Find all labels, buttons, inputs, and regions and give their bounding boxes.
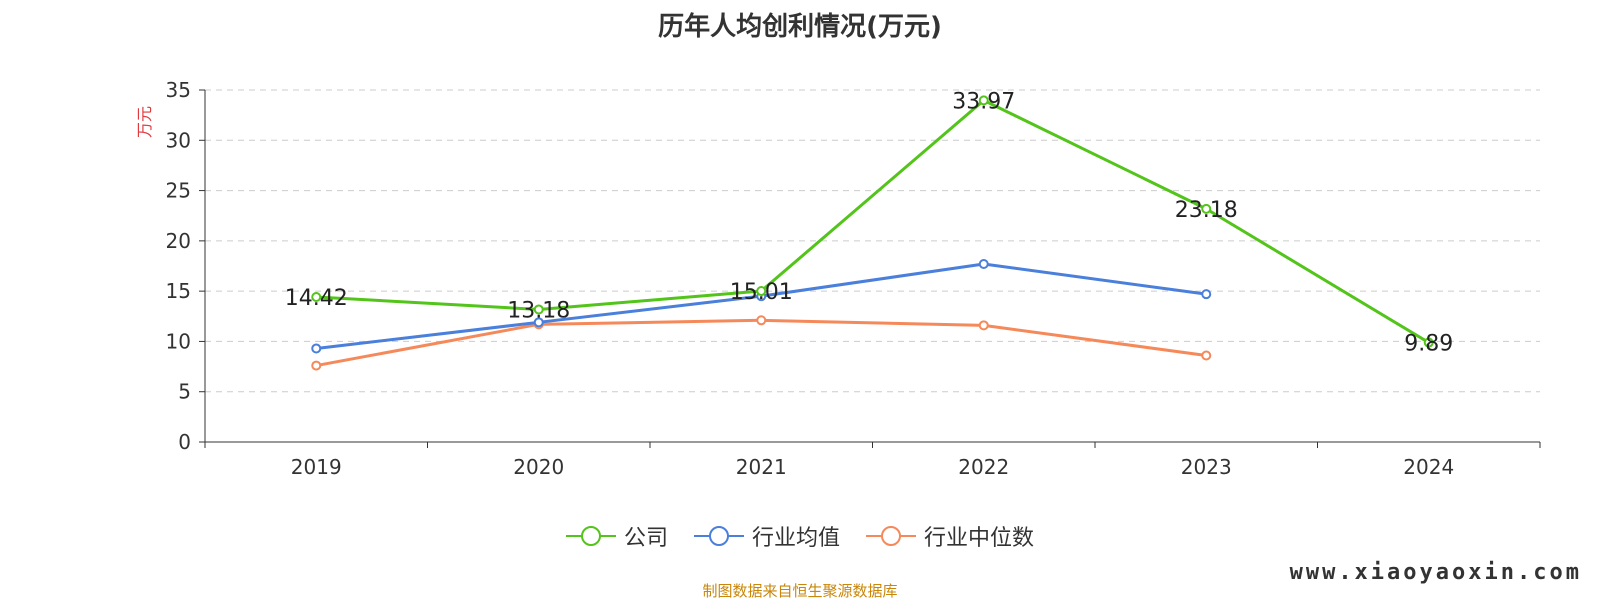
data-point	[311, 291, 322, 302]
data-point	[756, 286, 767, 297]
data-point	[756, 315, 767, 326]
watermark: www.xiaoyaoxin.com	[1289, 560, 1582, 585]
legend: 公司 行业均值 行业中位数	[0, 520, 1600, 552]
series-line	[316, 98, 1430, 344]
legend-marker-company	[565, 526, 616, 546]
series-line	[315, 318, 1207, 368]
y-tick-label: 10	[166, 329, 191, 353]
data-label: 14.42	[285, 286, 348, 311]
data-point	[978, 258, 989, 269]
data-label: 13.18	[507, 298, 570, 323]
data-point	[533, 317, 544, 328]
data-point	[978, 320, 989, 331]
legend-item-company[interactable]: 公司	[565, 520, 668, 552]
legend-label-industry-average: 行业均值	[751, 526, 840, 551]
data-label: 33.97	[952, 89, 1015, 114]
data-label: 9.89	[1404, 332, 1453, 357]
data-label: 23.18	[1175, 198, 1238, 223]
data-point	[1201, 289, 1212, 300]
data-point	[1201, 350, 1212, 361]
y-tick-label: 5	[178, 380, 191, 404]
legend-marker-industry-median	[866, 526, 916, 546]
line-chart: 0 5 10 15 20 25 30 35 2019 2020 2021 2022 2023 2024 万元…	[135, 78, 1541, 479]
y-tick-label: 20	[166, 229, 191, 253]
x-tick-label: 2024	[1403, 455, 1454, 479]
y-tick-label: 15	[166, 279, 191, 303]
data-point	[1423, 337, 1434, 348]
x-tick-label: 2019	[291, 455, 342, 479]
data-point	[1201, 203, 1212, 214]
y-tick-label: 25	[166, 179, 191, 203]
x-tick-label: 2022	[958, 455, 1009, 479]
legend-item-industry-average[interactable]: 行业均值	[693, 520, 840, 552]
y-tick-label: 35	[166, 78, 191, 102]
legend-label-company: 公司	[623, 526, 668, 551]
y-tick-label: 0	[178, 430, 191, 454]
y-tick-label: 30	[166, 128, 191, 152]
series-line	[316, 262, 1207, 350]
x-tick-label: 2020	[513, 455, 564, 479]
legend-label-industry-median: 行业中位数	[924, 526, 1035, 551]
data-point	[978, 95, 989, 106]
y-axis-label: 万元	[135, 106, 154, 138]
legend-marker-industry-average	[693, 526, 744, 546]
legend-item-industry-median[interactable]: 行业中位数	[866, 520, 1034, 552]
chart-title: 历年人均创利情况(万元)	[658, 12, 942, 42]
x-tick-label: 2021	[736, 455, 787, 479]
data-point	[311, 360, 322, 371]
x-tick-label: 2023	[1181, 455, 1232, 479]
data-point	[533, 304, 544, 315]
data-source-note: 制图数据来自恒生聚源数据库	[702, 582, 898, 600]
data-label: 15.01	[730, 280, 793, 305]
data-point	[311, 343, 322, 354]
